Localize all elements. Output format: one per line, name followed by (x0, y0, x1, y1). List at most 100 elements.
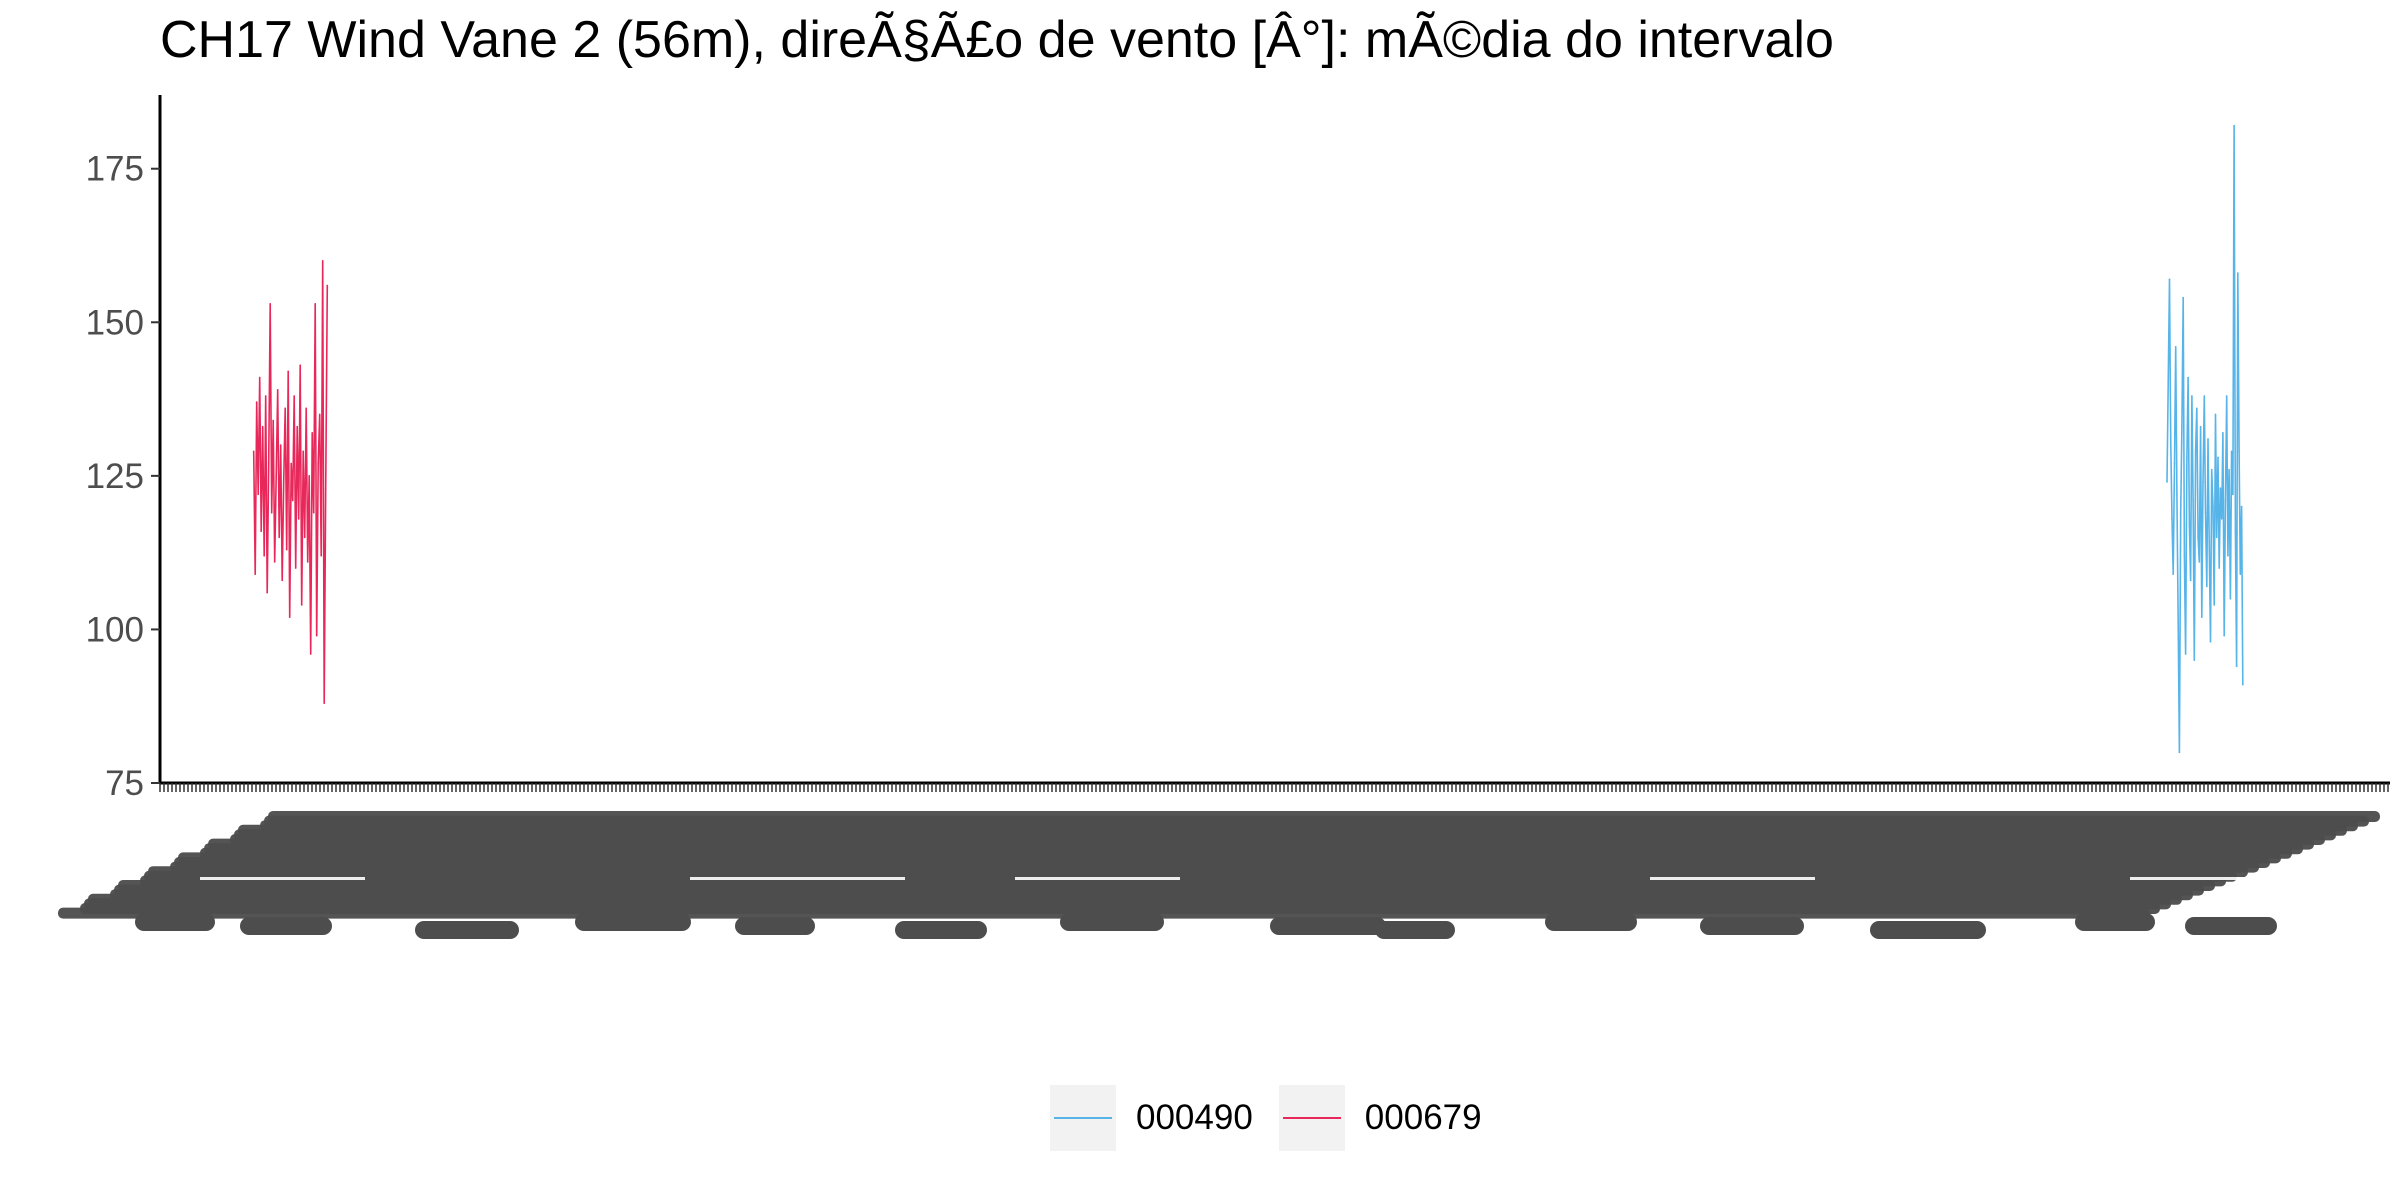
x-tick-label-streak (2130, 877, 2300, 880)
data-point (324, 487, 327, 489)
data-point (287, 370, 290, 373)
data-point (290, 462, 293, 465)
data-point (260, 530, 262, 532)
data-point (266, 591, 268, 594)
series-line-000679 (252, 260, 329, 704)
data-point (2192, 499, 2194, 502)
data-point (2218, 567, 2221, 569)
data-point (306, 561, 309, 563)
data-point (254, 573, 256, 575)
data-point (276, 389, 279, 391)
data-point (2181, 425, 2183, 428)
data-point (2229, 597, 2232, 600)
legend-item-000490: 000490 (1050, 1085, 1253, 1151)
legend-label: 000679 (1364, 1098, 1482, 1137)
data-point (2235, 665, 2238, 668)
data-point (2242, 683, 2244, 686)
y-tick-label: 100 (86, 610, 144, 649)
y-tick-label: 75 (105, 764, 144, 803)
data-point (264, 395, 267, 397)
data-point (323, 702, 326, 704)
data-point (285, 548, 288, 551)
legend: 000490 000679 (1050, 1085, 1508, 1151)
data-point (320, 554, 323, 557)
x-tick-label-lump (1270, 917, 1386, 935)
y-tick-label: 175 (86, 150, 144, 189)
y-tick-label: 150 (86, 303, 144, 342)
data-point (315, 634, 318, 637)
data-point (2207, 438, 2209, 440)
data-point (288, 616, 291, 618)
data-point (308, 475, 311, 477)
data-point (2220, 518, 2223, 520)
data-point (2228, 468, 2230, 471)
data-point (309, 653, 312, 655)
legend-key-000490 (1050, 1085, 1116, 1151)
data-point (2223, 634, 2225, 637)
x-axis (58, 781, 2390, 939)
x-tick-label-lump (1700, 917, 1804, 935)
x-tick-label-lump (735, 917, 815, 935)
x-tick-label-lump (135, 913, 215, 931)
data-point (2203, 395, 2206, 397)
data-point (299, 364, 302, 367)
data-point (2198, 561, 2201, 563)
data-point (2199, 425, 2202, 428)
y-tick-label: 125 (86, 457, 144, 496)
data-point (291, 499, 294, 502)
data-point (2167, 382, 2170, 385)
data-point (294, 567, 297, 569)
data-point (2202, 481, 2204, 483)
data-point (252, 450, 255, 453)
x-tick-labels-overplotted (58, 811, 2380, 919)
data-point (312, 511, 315, 514)
data-point (317, 462, 320, 465)
data-point (2172, 573, 2175, 575)
series-layer (252, 124, 2244, 754)
series-000490 (2166, 124, 2244, 754)
data-point (279, 444, 282, 446)
series-000679 (252, 260, 329, 704)
data-point (2204, 511, 2207, 514)
data-point (300, 604, 303, 606)
data-point (2227, 554, 2229, 557)
data-point (2212, 505, 2214, 508)
y-axis: 75 100 125 150 175 (86, 95, 162, 803)
data-point (326, 284, 329, 287)
data-point (293, 395, 296, 397)
data-point (2230, 450, 2233, 453)
data-point (2173, 462, 2176, 465)
data-point (2178, 751, 2181, 754)
data-point (2174, 346, 2177, 348)
x-tick-label-streak (1015, 877, 1180, 880)
data-point (2208, 548, 2211, 551)
data-point (2238, 450, 2240, 453)
data-point (257, 493, 259, 496)
data-point (2168, 278, 2171, 281)
data-point (2193, 659, 2196, 661)
data-point (2169, 438, 2172, 440)
plot-area: 75 100 125 150 175 (58, 95, 2390, 939)
data-point (2209, 640, 2212, 643)
data-point (2210, 468, 2213, 471)
x-tick-label-lump (1870, 921, 1986, 939)
data-point (2234, 530, 2237, 532)
data-point (2201, 616, 2203, 618)
data-point (296, 425, 299, 428)
data-point (282, 481, 285, 483)
data-point (281, 579, 283, 582)
data-point (273, 561, 276, 563)
data-point (284, 407, 286, 410)
data-point (275, 475, 277, 477)
legend-item-000679: 000679 (1278, 1085, 1482, 1151)
x-ticks (159, 783, 2389, 792)
x-tick-label-lump (240, 917, 332, 935)
data-point (2187, 376, 2189, 379)
data-point (318, 413, 321, 416)
data-point (255, 401, 258, 403)
x-tick-label-streak (200, 877, 365, 880)
legend-key-000679 (1278, 1085, 1345, 1151)
data-point (2189, 579, 2192, 582)
data-point (303, 536, 306, 539)
data-point (267, 462, 270, 465)
